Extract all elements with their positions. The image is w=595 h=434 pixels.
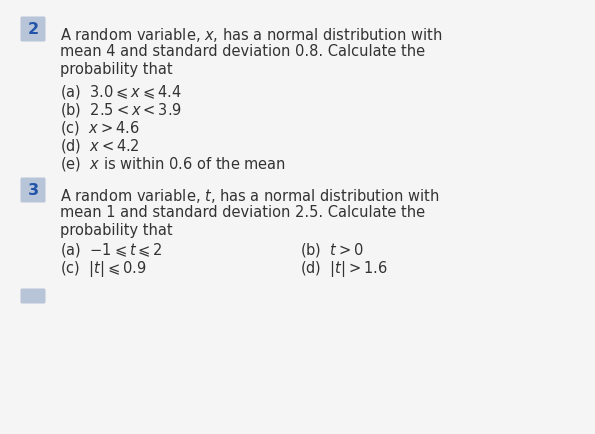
Text: (b)  $2.5 < x < 3.9$: (b) $2.5 < x < 3.9$	[60, 101, 182, 119]
Text: (d)  $x < 4.2$: (d) $x < 4.2$	[60, 137, 140, 155]
Text: A random variable, $x$, has a normal distribution with: A random variable, $x$, has a normal dis…	[60, 26, 443, 44]
Text: 2: 2	[27, 23, 39, 37]
Text: mean 4 and standard deviation 0.8. Calculate the: mean 4 and standard deviation 0.8. Calcu…	[60, 44, 425, 59]
FancyBboxPatch shape	[20, 17, 45, 43]
Text: (c)  $|t| \leqslant 0.9$: (c) $|t| \leqslant 0.9$	[60, 258, 146, 278]
Text: (e)  $x$ is within 0.6 of the mean: (e) $x$ is within 0.6 of the mean	[60, 155, 286, 173]
Text: probability that: probability that	[60, 223, 173, 237]
FancyBboxPatch shape	[20, 178, 45, 203]
Text: (d)  $|t| > 1.6$: (d) $|t| > 1.6$	[300, 258, 388, 278]
Text: mean 1 and standard deviation 2.5. Calculate the: mean 1 and standard deviation 2.5. Calcu…	[60, 204, 425, 220]
Text: (a)  $3.0 \leqslant x \leqslant 4.4$: (a) $3.0 \leqslant x \leqslant 4.4$	[60, 83, 182, 101]
Text: (c)  $x > 4.6$: (c) $x > 4.6$	[60, 119, 140, 137]
FancyBboxPatch shape	[20, 289, 45, 304]
Text: (a)  $-1 \leqslant t \leqslant 2$: (a) $-1 \leqslant t \leqslant 2$	[60, 240, 163, 258]
Text: (b)  $t > 0$: (b) $t > 0$	[300, 240, 364, 258]
Text: 3: 3	[27, 183, 39, 198]
Text: A random variable, $t$, has a normal distribution with: A random variable, $t$, has a normal dis…	[60, 187, 440, 204]
Text: probability that: probability that	[60, 62, 173, 77]
